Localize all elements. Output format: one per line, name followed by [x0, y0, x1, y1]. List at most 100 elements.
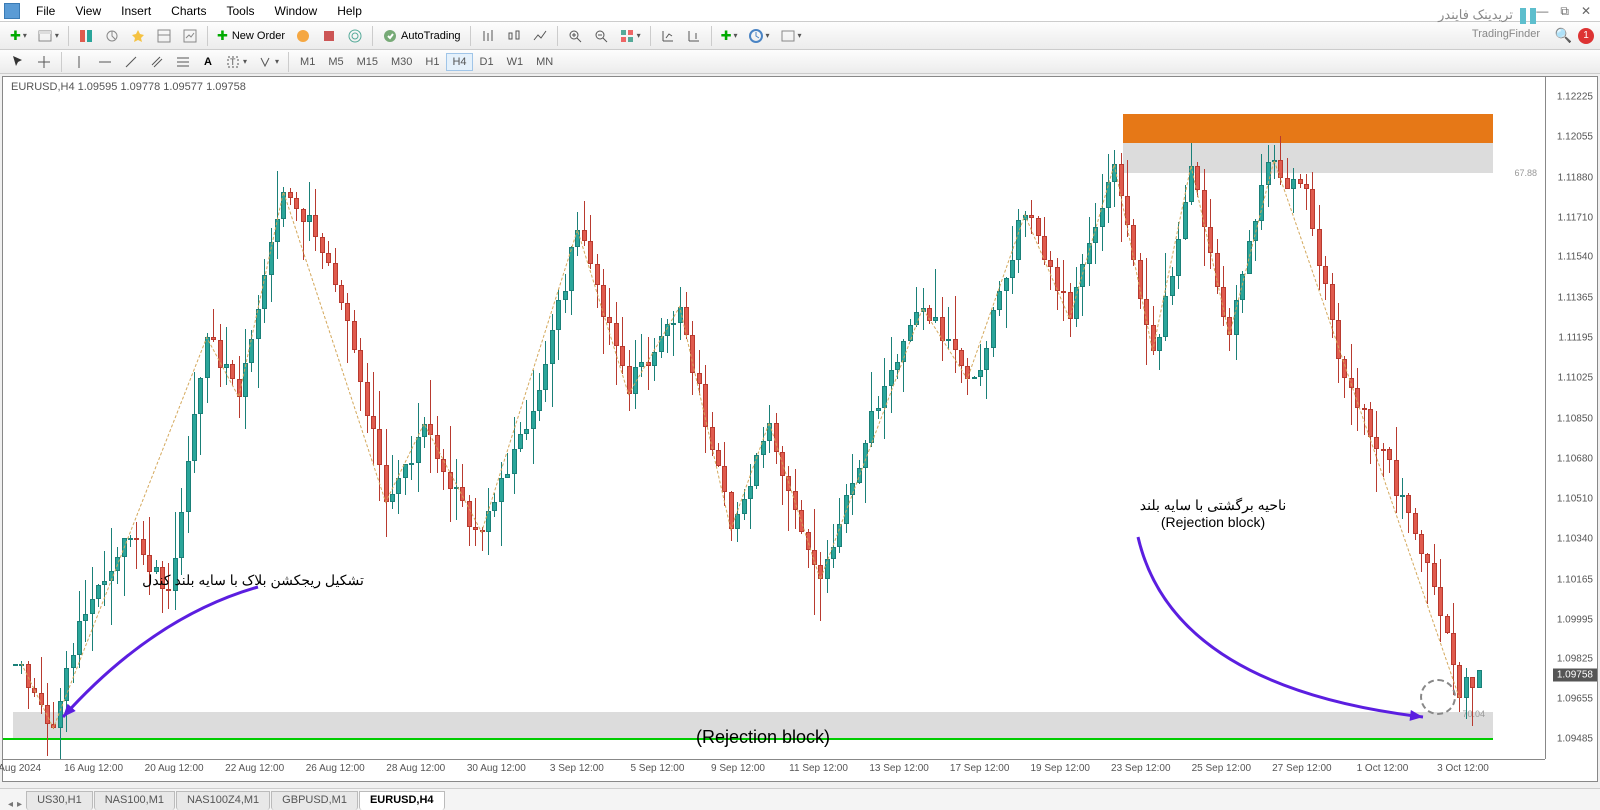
menu-file[interactable]: File — [26, 2, 65, 20]
chart-window[interactable]: EURUSD,H4 1.09595 1.09778 1.09577 1.0975… — [2, 76, 1598, 782]
terminal-button[interactable] — [152, 25, 176, 47]
text-label-button[interactable]: A — [197, 51, 219, 73]
indicators-button[interactable] — [717, 25, 742, 47]
metaquotes-button[interactable] — [291, 25, 315, 47]
search-button[interactable]: 🔍 — [1551, 25, 1576, 47]
y-tick-label: 1.11025 — [1558, 373, 1593, 384]
timeframe-w1[interactable]: W1 — [501, 53, 530, 71]
menu-view[interactable]: View — [65, 2, 111, 20]
x-tick-label: 22 Aug 12:00 — [225, 763, 284, 774]
highlight-circle — [1420, 679, 1456, 715]
y-tick-label: 1.09995 — [1557, 614, 1593, 625]
chart-tab[interactable]: GBPUSD,M1 — [271, 791, 358, 810]
timeframe-h1[interactable]: H1 — [419, 53, 445, 71]
minimize-button[interactable]: — — [1533, 4, 1551, 19]
x-tick-label: 20 Aug 12:00 — [145, 763, 204, 774]
zoom-out-button[interactable] — [589, 25, 613, 47]
window-controls: — ⧉ ✕ — [1533, 4, 1594, 19]
chart-annotation: ناحیه برگشتی با سایه بلند(Rejection bloc… — [1140, 497, 1286, 530]
horizontal-line-button[interactable] — [93, 51, 117, 73]
x-tick-label: 11 Sep 12:00 — [789, 763, 848, 774]
timeframe-m30[interactable]: M30 — [385, 53, 418, 71]
x-tick-label: 30 Aug 12:00 — [467, 763, 526, 774]
profiles-button[interactable] — [33, 25, 63, 47]
timeframe-m15[interactable]: M15 — [351, 53, 384, 71]
menu-charts[interactable]: Charts — [161, 2, 216, 20]
autotrading-button[interactable]: AutoTrading — [378, 25, 465, 47]
tabs-prev-button[interactable]: ◂ — [8, 799, 13, 810]
y-tick-label: 1.10510 — [1557, 493, 1593, 504]
timeframe-m1[interactable]: M1 — [294, 53, 321, 71]
menu-insert[interactable]: Insert — [111, 2, 161, 20]
y-tick-label: 1.10340 — [1557, 533, 1593, 544]
signals-button[interactable] — [343, 25, 367, 47]
data-window-button[interactable] — [126, 25, 150, 47]
market-watch-button[interactable] — [74, 25, 98, 47]
y-tick-label: 1.09825 — [1557, 654, 1593, 665]
zoom-in-button[interactable] — [563, 25, 587, 47]
candlestick-button[interactable] — [502, 25, 526, 47]
x-tick-label: 25 Sep 12:00 — [1192, 763, 1252, 774]
cursor-button[interactable] — [6, 51, 30, 73]
y-tick-label: 1.11365 — [1558, 293, 1593, 304]
x-tick-label: 9 Sep 12:00 — [711, 763, 765, 774]
timeframe-m5[interactable]: M5 — [322, 53, 349, 71]
new-order-button[interactable]: New Order — [213, 25, 289, 47]
chart-tab[interactable]: US30,H1 — [26, 791, 93, 810]
timeframe-h4[interactable]: H4 — [446, 53, 472, 71]
line-chart-button[interactable] — [528, 25, 552, 47]
timeframe-mn[interactable]: MN — [530, 53, 559, 71]
menu-tools[interactable]: Tools — [217, 2, 265, 20]
annotation-arrow — [3, 77, 1493, 759]
y-tick-label: 1.11710 — [1558, 212, 1593, 223]
x-tick-label: 17 Sep 12:00 — [950, 763, 1010, 774]
chart-tab[interactable]: NAS100Z4,M1 — [176, 791, 270, 810]
strategy-tester-button[interactable] — [178, 25, 202, 47]
text-button[interactable]: T — [221, 51, 251, 73]
equidistant-channel-button[interactable] — [145, 51, 169, 73]
x-tick-label: 3 Oct 12:00 — [1437, 763, 1489, 774]
current-price-label: 1.09758 — [1553, 669, 1597, 682]
menu-bar: FileViewInsertChartsToolsWindowHelp — [0, 0, 1600, 22]
notification-badge[interactable]: 1 — [1578, 28, 1594, 44]
navigator-button[interactable] — [100, 25, 124, 47]
y-tick-label: 1.11540 — [1558, 252, 1593, 263]
expert-advisors-button[interactable] — [317, 25, 341, 47]
rejection-block-label: (Rejection block) — [696, 727, 830, 748]
chart-offset-button[interactable] — [682, 25, 706, 47]
menu-window[interactable]: Window — [265, 2, 328, 20]
menu-help[interactable]: Help — [327, 2, 372, 20]
bar-chart-button[interactable] — [476, 25, 500, 47]
periodicity-button[interactable] — [744, 25, 774, 47]
tabs-next-button[interactable]: ▸ — [17, 799, 22, 810]
main-toolbar: New Order AutoTrading 🔍 1 — [0, 22, 1600, 50]
y-tick-label: 1.10850 — [1557, 414, 1593, 425]
x-tick-label: 16 Aug 12:00 — [64, 763, 123, 774]
new-chart-button[interactable] — [6, 25, 31, 47]
y-tick-label: 1.09655 — [1557, 694, 1593, 705]
fibonacci-button[interactable] — [171, 51, 195, 73]
x-tick-label: 5 Sep 12:00 — [630, 763, 684, 774]
trendline-button[interactable] — [119, 51, 143, 73]
chart-plot-area[interactable]: 67.8870.04تشکیل ریجکشن بلاک با سایه بلند… — [3, 77, 1545, 759]
x-tick-label: 19 Sep 12:00 — [1030, 763, 1090, 774]
auto-scroll-button[interactable] — [615, 25, 645, 47]
chart-tab[interactable]: EURUSD,H4 — [359, 791, 445, 810]
chart-tab[interactable]: NAS100,M1 — [94, 791, 175, 810]
vertical-line-button[interactable] — [67, 51, 91, 73]
y-tick-label: 1.10165 — [1557, 574, 1593, 585]
close-button[interactable]: ✕ — [1578, 4, 1594, 19]
y-tick-label: 1.09485 — [1557, 734, 1593, 745]
time-axis: 14 Aug 202416 Aug 12:0020 Aug 12:0022 Au… — [3, 759, 1545, 781]
objects-button[interactable] — [253, 51, 283, 73]
templates-button[interactable] — [776, 25, 806, 47]
x-tick-label: 3 Sep 12:00 — [550, 763, 604, 774]
y-tick-label: 1.11195 — [1558, 333, 1593, 344]
x-tick-label: 28 Aug 12:00 — [386, 763, 445, 774]
chart-shift-button[interactable] — [656, 25, 680, 47]
chart-annotation: تشکیل ریجکشن بلاک با سایه بلند کندل — [142, 572, 364, 589]
maximize-button[interactable]: ⧉ — [1557, 4, 1572, 19]
crosshair-button[interactable] — [32, 51, 56, 73]
timeframe-d1[interactable]: D1 — [474, 53, 500, 71]
symbol-info-label: EURUSD,H4 1.09595 1.09778 1.09577 1.0975… — [11, 81, 246, 93]
